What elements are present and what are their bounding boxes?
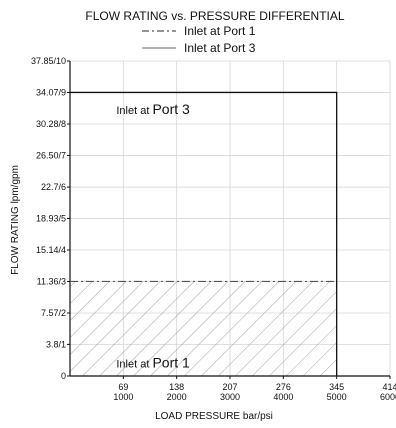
y-axis-label: FLOW RATING lpm/gpm [10, 165, 21, 275]
port1-hatched-region [70, 281, 337, 376]
legend-label-port1: Inlet at Port 1 [184, 24, 256, 38]
x-axis-label: LOAD PRESSURE bar/psi [155, 411, 273, 422]
legend: Inlet at Port 1 Inlet at Port 3 [142, 24, 256, 55]
x-tick-label-bar: 138 [169, 382, 184, 392]
y-tick-label: 15.14/4 [36, 245, 66, 255]
x-tick-label-psi: 5000 [327, 392, 347, 402]
annotation-port-name: Port 1 [152, 355, 190, 371]
y-tick-label: 30.28/8 [36, 119, 66, 129]
y-tick-label: 3.8/1 [46, 339, 66, 349]
x-tick-label-psi: 1000 [113, 392, 133, 402]
x-tick-label-bar: 207 [222, 382, 237, 392]
series-line-port3 [70, 91, 338, 376]
y-tick-label: 37.85/10 [31, 56, 66, 66]
y-tick-label: 22.7/6 [41, 182, 66, 192]
y-tick-label: 0 [61, 371, 66, 381]
annotation-port1: Inlet at Port 1 [116, 355, 190, 371]
y-tick-label: 18.93/5 [36, 213, 66, 223]
annotation-prefix: Inlet at [116, 359, 152, 371]
annotation-prefix: Inlet at [116, 105, 152, 117]
y-tick-label: 7.57/2 [41, 308, 66, 318]
x-tick-label-psi: 4000 [273, 392, 293, 402]
x-tick-label-psi: 2000 [167, 392, 187, 402]
chart-title: FLOW RATING vs. PRESSURE DIFFERENTIAL [85, 9, 344, 23]
x-tick-label-psi: 3000 [220, 392, 240, 402]
x-tick-label-bar: 276 [276, 382, 291, 392]
x-tick-label-psi: 6000 [380, 392, 396, 402]
y-tick-label: 11.36/3 [37, 276, 66, 286]
x-tick-label-bar: 345 [329, 382, 344, 392]
y-tick-label: 34.07/9 [36, 87, 66, 97]
y-tick-label: 26.50/7 [36, 150, 66, 160]
annotation-port-name: Port 3 [152, 101, 190, 117]
annotation-port3: Inlet at Port 3 [116, 101, 190, 117]
x-tick-label-bar: 414 [382, 382, 396, 392]
y-tick-labels: 0 3.8/1 7.57/2 11.36/3 15.14/4 18.93/5 22.7/6 2… [31, 56, 70, 381]
x-tick-label-bar: 69 [118, 382, 128, 392]
legend-label-port3: Inlet at Port 3 [184, 41, 256, 55]
